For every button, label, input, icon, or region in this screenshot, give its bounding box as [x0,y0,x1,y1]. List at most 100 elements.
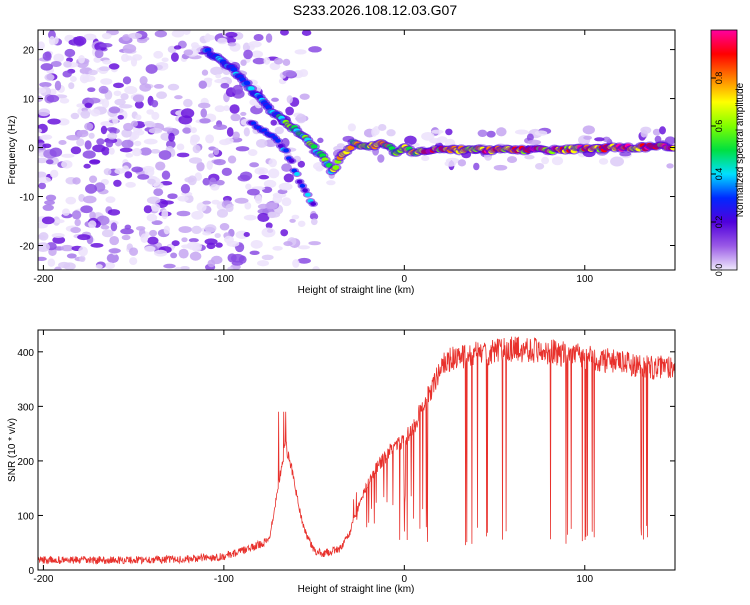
spectrogram-noise-blob [122,76,132,85]
spectrogram-noise-blob [104,262,116,270]
spectrogram-noise-blob [204,33,211,43]
spectrogram-noise-blob [38,128,43,134]
spectrogram-noise-blob [223,105,231,112]
spectrogram-noise-blob [124,171,133,179]
spectrogram-noise-blob [215,242,223,248]
spectrogram-noise-blob [140,233,149,243]
spectrogram-noise-blob [221,167,232,176]
spectrogram-noise-blob [112,115,119,125]
spectrogram-noise-blob [121,128,133,138]
spectrogram-noise-blob [38,182,47,190]
spectrogram-noise-blob [204,238,218,245]
spectrogram-noise-blob [377,154,385,163]
y-tick-label: 100 [17,511,34,522]
spectrogram-noise-blob [254,167,269,175]
spectrogram-noise-blob [225,31,238,38]
y-tick-label: 300 [17,402,34,413]
spectrogram-noise-blob [191,225,202,235]
spectrogram-noise-blob [197,102,211,109]
colorbar-tick-label: 0.0 [714,264,724,277]
spectrogram-noise-blob [421,132,435,141]
spectrogram-noise-blob [84,140,92,150]
spectrogram-noise-blob [174,95,183,100]
spectrogram-noise-blob [147,178,156,185]
x-tick-label: -100 [214,574,234,585]
spectrogram-noise-blob [60,244,74,252]
spectrogram-noise-blob [108,147,115,155]
spectrogram-noise-blob [145,64,158,74]
spectrogram-noise-blob [101,146,110,156]
spectrogram-noise-blob [181,237,188,243]
spectrogram-noise-blob [270,119,277,126]
spectrogram-noise-blob [153,50,164,59]
spectrogram-noise-blob [213,124,228,130]
spectrogram-noise-blob [90,108,101,117]
spectrogram-noise-blob [216,209,229,218]
spectrogram-noise-blob [114,98,126,106]
spectrogram-noise-blob [167,83,180,91]
spectrogram-noise-blob [88,132,95,139]
spectrogram-noise-blob [445,128,453,136]
spectrogram-noise-blob [404,135,417,145]
spectrogram-noise-blob [192,246,202,252]
spectrogram-ridge [200,46,675,208]
spectrogram-noise-blob [235,146,250,152]
spectrogram-noise-blob [640,126,652,134]
spectrogram-noise-blob [79,73,90,84]
spectrogram-noise-blob [108,106,121,114]
spectrogram-noise-blob [202,177,211,186]
y-tick-label: 400 [17,348,34,359]
spectrogram-noise-blob [47,118,61,125]
y-tick-label: -10 [20,193,35,204]
spectrogram-noise-blob [102,59,112,65]
spectrogram-noise-blob [61,153,75,158]
spectrogram-noise-blob [183,98,193,108]
spectrogram-noise-blob [421,155,430,162]
spectrogram-noise-blob [190,127,197,134]
spectrogram-noise-blob [139,83,152,92]
spectrogram-noise-blob [147,236,159,245]
spectrogram-noise-blob [232,84,244,95]
spectrogram-noise-blob [121,234,131,241]
spectrogram-noise-blob [38,171,47,179]
spectrogram-noise-blob [107,209,121,216]
spectrogram-noise-blob [429,137,442,144]
spectrogram-noise-blob [171,30,185,38]
spectrogram-noise-blob [215,73,222,79]
spectrogram-noise-blob [63,262,76,270]
spectrogram-ridge-cell [283,148,289,153]
spectrogram-noise-blob [76,138,85,147]
spectrogram-noise-blob [273,57,283,65]
x-tick-label: -100 [214,274,234,285]
spectrogram-noise-blob [150,149,161,154]
spectrogram-noise-blob [214,78,228,84]
spectrogram-noise-blob [44,200,55,206]
spectrogram-noise-blob [184,176,195,183]
spectrogram-noise-blob [94,49,104,59]
spectrogram-noise-blob [54,80,62,91]
spectrogram-noise-blob [76,103,85,108]
spectrogram-noise-blob [96,138,105,146]
spectrogram-noise-blob [206,160,213,171]
spectrogram-noise-blob [282,70,297,77]
spectrogram-noise-blob [527,139,542,145]
spectrogram-noise-blob [119,104,133,109]
spectrogram-noise-blob [292,259,300,268]
spectrogram-noise-blob [243,232,250,237]
spectrogram-noise-blob [219,223,230,231]
spectrogram-noise-blob [526,133,534,142]
spectrogram-noise-blob [61,160,73,169]
spectrogram-noise-blob [457,159,467,167]
spectrogram-noise-blob [153,83,164,89]
snr-y-axis: 0 100 200 300 400 [17,348,675,577]
spectrogram-ridge-cell [332,165,340,170]
spectrogram-noise-blob [210,66,224,76]
spectrogram-noise-blob [188,238,199,243]
spectrogram-noise-blob [131,130,140,140]
spectrogram-noise-blob [272,194,283,204]
spectrogram-noise-blob [257,212,270,222]
spectrogram-noise-blob [146,196,161,205]
spectrogram-noise-blob [298,69,309,78]
spectrogram-noise-blob [582,125,595,135]
